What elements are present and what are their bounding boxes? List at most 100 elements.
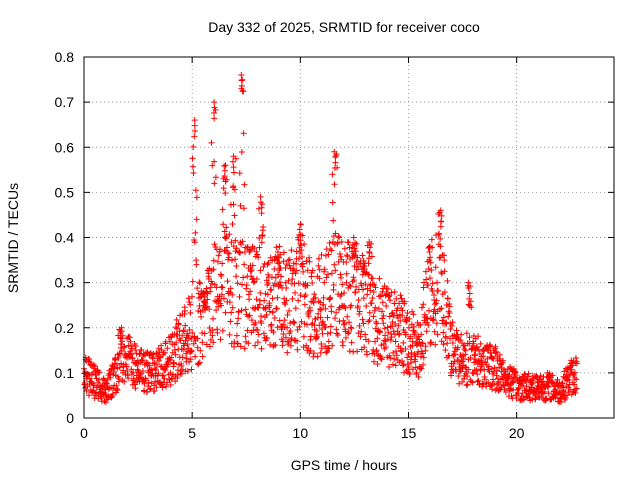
data-point — [465, 366, 472, 373]
data-point — [139, 368, 146, 375]
data-point — [288, 247, 295, 254]
data-point — [272, 280, 279, 287]
data-point — [545, 383, 552, 390]
data-point — [398, 295, 405, 302]
data-point — [311, 291, 318, 298]
data-point — [322, 305, 329, 312]
data-point — [318, 251, 325, 258]
data-point — [495, 380, 502, 387]
data-point — [437, 223, 444, 230]
data-point — [256, 244, 263, 251]
data-point — [385, 293, 392, 300]
data-point — [203, 341, 210, 348]
data-point — [399, 312, 406, 319]
data-point — [403, 318, 410, 325]
data-point — [146, 362, 153, 369]
data-point — [231, 212, 238, 219]
data-point — [515, 385, 522, 392]
data-point — [346, 282, 353, 289]
data-point — [263, 311, 270, 318]
data-point — [393, 295, 400, 302]
data-point — [188, 366, 195, 373]
data-point — [423, 276, 430, 283]
data-point — [138, 346, 145, 353]
data-point — [310, 350, 317, 357]
data-point — [354, 254, 361, 261]
data-point — [254, 251, 261, 258]
data-point — [297, 292, 304, 299]
data-point — [512, 372, 519, 379]
data-point — [155, 370, 162, 377]
data-point — [537, 372, 544, 379]
data-point — [301, 241, 308, 248]
data-point — [420, 354, 427, 361]
data-point — [201, 330, 208, 337]
data-point — [404, 354, 411, 361]
data-point — [208, 280, 215, 287]
data-point — [372, 284, 379, 291]
data-point — [444, 295, 451, 302]
data-point — [366, 271, 373, 278]
data-point — [199, 330, 206, 337]
data-point — [81, 380, 88, 387]
data-point — [370, 313, 377, 320]
data-point — [419, 350, 426, 357]
data-point — [395, 314, 402, 321]
data-point — [312, 294, 319, 301]
data-point — [175, 321, 182, 328]
data-point — [192, 229, 199, 236]
data-point — [443, 301, 450, 308]
data-point — [422, 268, 429, 275]
data-point — [188, 293, 195, 300]
data-point — [238, 307, 245, 314]
data-point — [350, 348, 357, 355]
data-point — [286, 262, 293, 269]
data-point — [481, 376, 488, 383]
y-tick-label: 0.8 — [55, 49, 75, 65]
data-point — [557, 383, 564, 390]
data-point — [283, 297, 290, 304]
data-point — [190, 143, 197, 150]
data-point — [269, 295, 276, 302]
data-point — [316, 322, 323, 329]
data-point — [327, 323, 334, 330]
data-point — [153, 384, 160, 391]
data-point — [386, 363, 393, 370]
data-point — [564, 392, 571, 399]
data-point — [567, 386, 574, 393]
data-point — [490, 355, 497, 362]
data-point — [226, 231, 233, 238]
data-point — [240, 205, 247, 212]
data-point — [230, 183, 237, 190]
data-point — [477, 340, 484, 347]
data-point — [132, 346, 139, 353]
data-point — [341, 290, 348, 297]
data-point — [189, 278, 196, 285]
data-point — [421, 279, 428, 286]
data-point — [317, 299, 324, 306]
data-point — [424, 282, 431, 289]
data-point — [220, 185, 227, 192]
data-point — [420, 284, 427, 291]
data-point — [212, 174, 219, 181]
data-point — [379, 299, 386, 306]
data-point — [454, 344, 461, 351]
data-point — [243, 285, 250, 292]
data-point — [509, 378, 516, 385]
data-point — [332, 159, 339, 166]
data-point — [411, 329, 418, 336]
data-point — [125, 375, 132, 382]
data-point — [434, 279, 441, 286]
data-point — [318, 307, 325, 314]
data-point — [258, 239, 265, 246]
data-point — [229, 158, 236, 165]
data-point — [181, 342, 188, 349]
data-point — [162, 367, 169, 374]
data-point — [160, 372, 167, 379]
data-point — [499, 357, 506, 364]
data-point — [333, 326, 340, 333]
data-point — [299, 254, 306, 261]
data-point — [334, 332, 341, 339]
data-point — [524, 373, 531, 380]
data-point — [230, 153, 237, 160]
